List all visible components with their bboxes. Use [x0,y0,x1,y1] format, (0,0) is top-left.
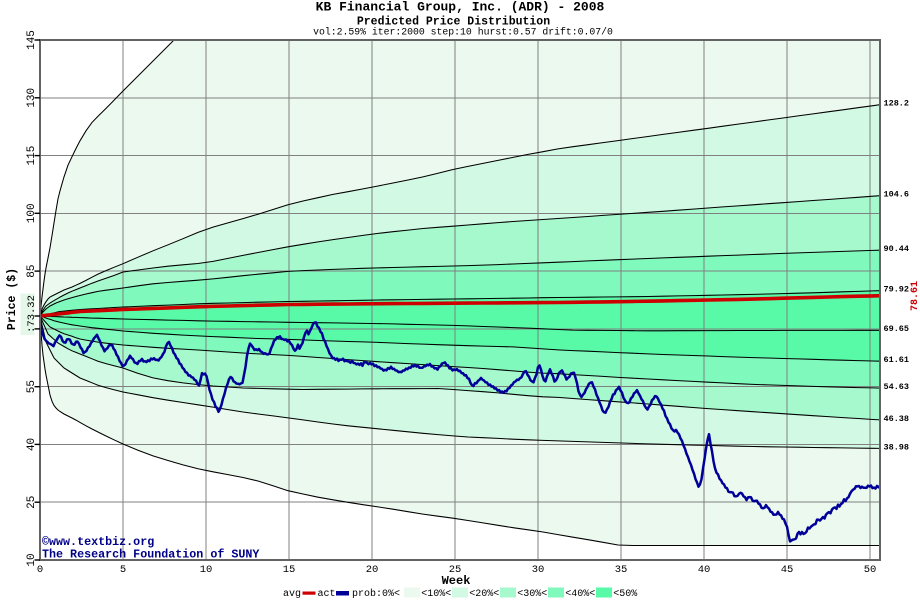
svg-text:0: 0 [37,564,43,576]
svg-text:61.61: 61.61 [884,355,910,365]
svg-text:78.61: 78.61 [910,281,920,311]
svg-text:90.44: 90.44 [884,244,910,254]
svg-text:avg: avg [283,589,301,600]
svg-text:104.6: 104.6 [884,190,910,200]
svg-text:<20%<: <20%< [469,589,499,600]
svg-text:<50%: <50% [613,589,637,600]
svg-text:100: 100 [26,203,38,223]
svg-text:The Research Foundation of SUN: The Research Foundation of SUNY [42,548,259,562]
svg-text:69.65: 69.65 [884,324,910,334]
svg-text:54.63: 54.63 [884,382,910,392]
svg-text:25: 25 [26,496,38,509]
svg-text:50: 50 [864,564,877,576]
svg-text:85: 85 [26,265,38,278]
svg-text:130: 130 [26,88,38,108]
svg-text:<40%<: <40%< [565,589,595,600]
svg-text:Predicted Price Distribution: Predicted Price Distribution [357,16,550,29]
svg-text:©www.textbiz.org: ©www.textbiz.org [42,535,154,549]
svg-text:Week: Week [442,574,471,588]
svg-text:vol:2.59% iter:2000 step:10 hu: vol:2.59% iter:2000 step:10 hurst:0.57 d… [313,27,613,38]
svg-text:35: 35 [615,564,628,576]
svg-text:10: 10 [26,553,38,566]
svg-text:30: 30 [532,564,545,576]
svg-text:145: 145 [26,30,38,50]
svg-text:20: 20 [366,564,379,576]
svg-text:45: 45 [781,564,794,576]
svg-text:55: 55 [26,380,38,393]
svg-text:79.92: 79.92 [884,285,910,295]
svg-text:prob:0%<: prob:0%< [352,588,400,600]
svg-text::73.32: :73.32 [26,295,38,333]
svg-text:5: 5 [120,564,126,576]
svg-text:10: 10 [200,564,213,576]
svg-text:KB Financial Group, Inc. (ADR): KB Financial Group, Inc. (ADR) - 2008 [316,0,605,15]
svg-text:<30%<: <30%< [517,589,547,600]
svg-text:38.98: 38.98 [884,442,910,452]
svg-text:15: 15 [283,564,296,576]
svg-text:128.2: 128.2 [884,99,910,109]
svg-text:Price ($): Price ($) [6,268,19,330]
svg-text:115: 115 [26,146,38,166]
svg-text:<10%<: <10%< [421,589,451,600]
svg-text:40: 40 [26,438,38,451]
svg-text:act: act [318,589,336,600]
svg-text:25: 25 [449,564,462,576]
svg-text:40: 40 [698,564,711,576]
svg-text:46.38: 46.38 [884,414,910,424]
